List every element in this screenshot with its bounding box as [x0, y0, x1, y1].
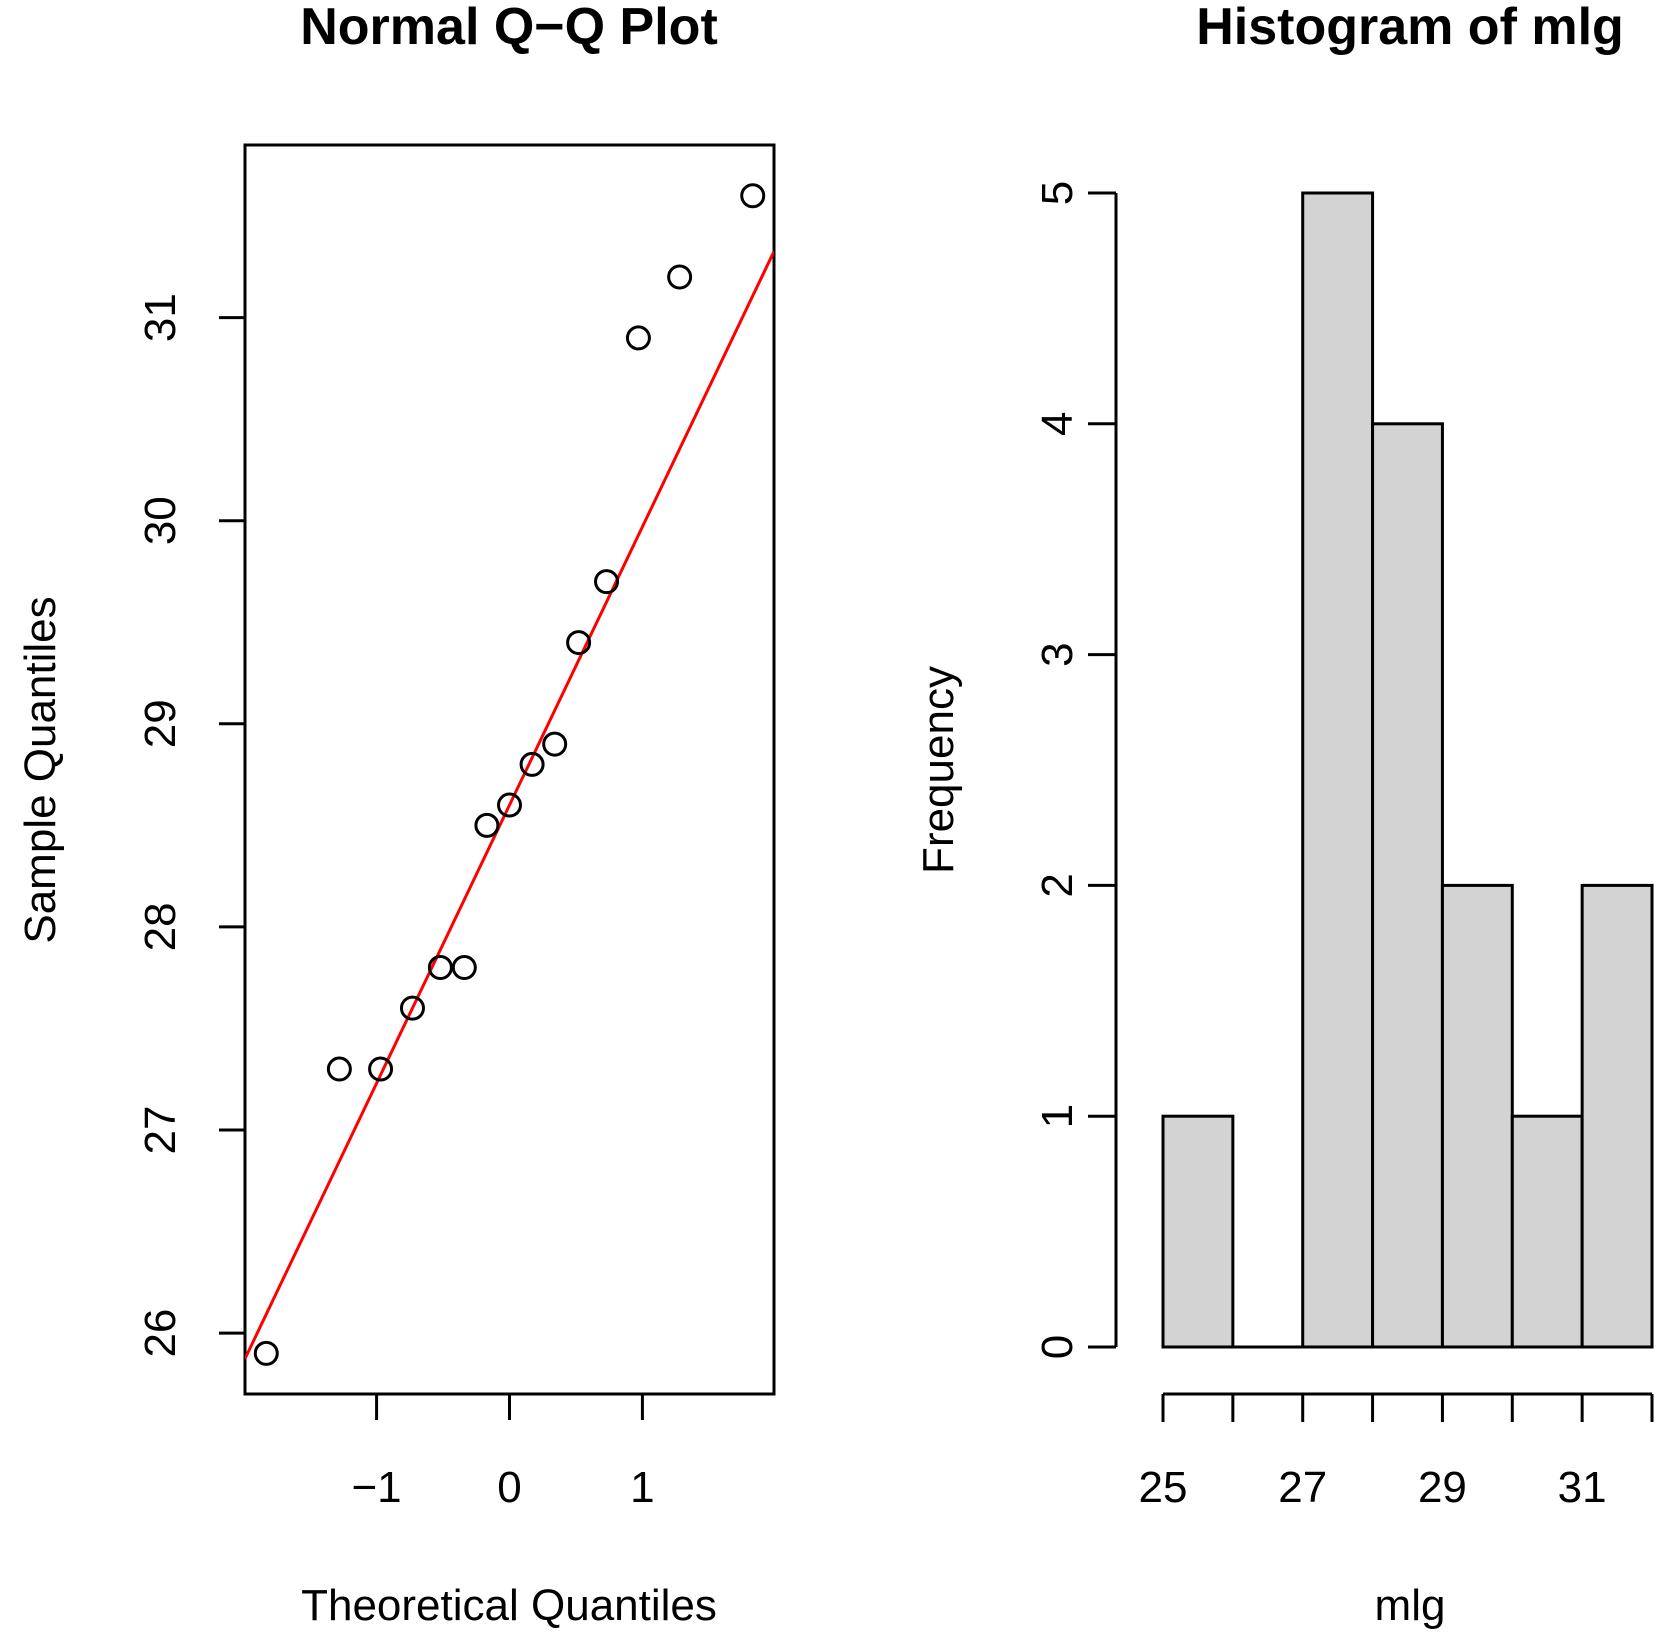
histogram-x-tick-label: 29 — [1418, 1463, 1467, 1512]
qq-x-axis: −1 0 1 — [351, 1394, 655, 1512]
histogram-title: Histogram of mlg — [1196, 0, 1624, 56]
qq-reference-line — [245, 250, 774, 1360]
qq-point — [427, 955, 453, 981]
histogram-y-tick-label: 5 — [1033, 181, 1082, 205]
qq-plot-title: Normal Q−Q Plot — [300, 0, 718, 56]
histogram-bars — [1161, 191, 1654, 1349]
qq-point — [740, 183, 766, 209]
qq-point — [667, 264, 693, 290]
qq-y-tick-label: 26 — [136, 1309, 185, 1358]
histogram-x-axis-label: mlg — [1375, 1581, 1446, 1630]
qq-point — [368, 1056, 394, 1082]
qq-y-tick-label: 29 — [136, 699, 185, 748]
qq-y-tick-label: 27 — [136, 1106, 185, 1155]
histogram-x-tick-label: 25 — [1139, 1463, 1188, 1512]
histogram-y-tick-label: 1 — [1033, 1104, 1082, 1128]
qq-y-tick-label: 31 — [136, 293, 185, 342]
histogram-bar — [1440, 883, 1514, 1349]
histogram-bar — [1161, 1114, 1235, 1349]
histogram-x-tick-label: 27 — [1278, 1463, 1327, 1512]
qq-x-tick-label: −1 — [351, 1463, 401, 1512]
histogram-y-tick-label: 4 — [1033, 412, 1082, 436]
histogram-y-axis: 0 1 2 3 4 5 — [1033, 181, 1118, 1359]
qq-plot-content — [245, 183, 774, 1366]
histogram-bar — [1580, 883, 1654, 1349]
histogram-bar — [1371, 422, 1444, 1349]
histogram-bar — [1510, 1114, 1584, 1349]
qq-point — [519, 751, 545, 777]
qq-point — [474, 812, 500, 838]
qq-point — [566, 630, 592, 656]
qq-plot-frame — [243, 143, 776, 1396]
qq-plot-panel: Normal Q−Q Plot −1 0 1 26 27 28 29 30 31 Theore… — [16, 0, 776, 1630]
qq-point — [542, 731, 568, 757]
qq-y-axis-label: Sample Quantiles — [16, 596, 65, 943]
qq-point — [625, 325, 651, 351]
histogram-bar — [1301, 191, 1375, 1349]
qq-x-axis-label: Theoretical Quantiles — [301, 1581, 717, 1630]
histogram-y-axis-label: Frequency — [914, 666, 963, 874]
qq-point — [594, 569, 620, 595]
qq-x-tick-label: 1 — [630, 1463, 654, 1512]
histogram-x-tick-label: 31 — [1558, 1463, 1607, 1512]
qq-point — [399, 995, 425, 1021]
qq-point — [451, 955, 477, 981]
qq-point — [497, 792, 522, 818]
qq-point — [253, 1340, 279, 1366]
qq-y-tick-label: 28 — [136, 902, 185, 951]
qq-y-tick-label: 30 — [136, 496, 185, 545]
qq-point — [326, 1056, 352, 1082]
histogram-y-tick-label: 0 — [1033, 1335, 1082, 1359]
histogram-y-tick-label: 3 — [1033, 642, 1082, 666]
histogram-x-axis: 25 27 29 31 — [1139, 1392, 1654, 1512]
histogram-y-tick-label: 2 — [1033, 873, 1082, 897]
histogram-panel: Histogram of mlg 25 27 29 31 0 1 2 3 4 5 mlg Fre… — [914, 0, 1654, 1630]
qq-y-axis: 26 27 28 29 30 31 — [136, 293, 245, 1358]
qq-x-tick-label: 0 — [497, 1463, 521, 1512]
